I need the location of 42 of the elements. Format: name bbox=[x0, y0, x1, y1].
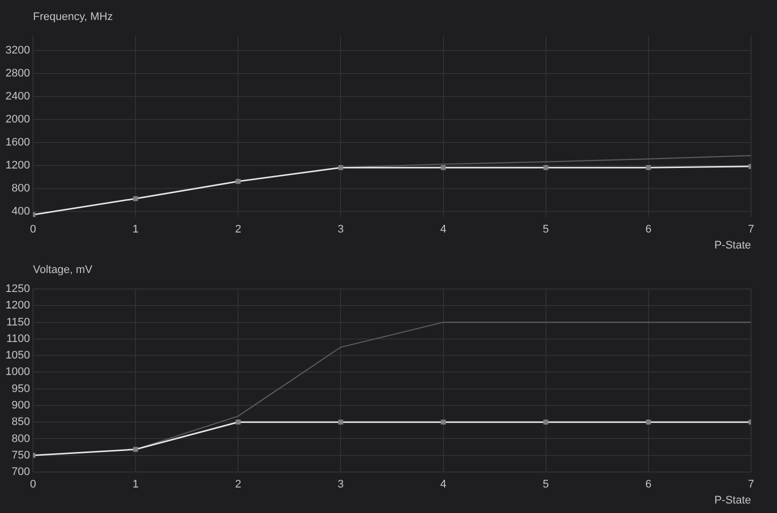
x-tick-label: 6 bbox=[645, 224, 652, 236]
y-tick-label: 2000 bbox=[6, 113, 30, 126]
y-tick-label: 2800 bbox=[6, 67, 30, 80]
x-tick-label: 4 bbox=[440, 224, 446, 236]
x-tick-label: 3 bbox=[338, 224, 344, 236]
x-tick-label: 0 bbox=[30, 224, 36, 236]
y-tick-label: 1100 bbox=[6, 332, 30, 345]
x-tick-label: 2 bbox=[235, 478, 242, 491]
y-axis-title: Frequency, MHz bbox=[33, 11, 113, 24]
x-tick-label: 0 bbox=[30, 478, 36, 491]
y-tick-label: 800 bbox=[12, 182, 30, 194]
point bbox=[338, 165, 344, 170]
x-tick-label: 4 bbox=[440, 478, 446, 491]
y-tick-label: 1000 bbox=[6, 366, 30, 378]
y-tick-label: 400 bbox=[12, 205, 30, 218]
y-tick-label: 1200 bbox=[6, 300, 30, 312]
x-tick-label: 3 bbox=[338, 478, 344, 491]
y-tick-label: 1250 bbox=[6, 283, 30, 296]
y-tick-label: 700 bbox=[12, 466, 30, 478]
x-axis-title: P-State bbox=[714, 239, 751, 252]
y-tick-label: 2400 bbox=[6, 90, 30, 102]
x-tick-label: 7 bbox=[748, 478, 754, 491]
x-tick-label: 6 bbox=[645, 478, 652, 491]
y-tick-label: 900 bbox=[12, 399, 30, 412]
y-axis-title: Voltage, mV bbox=[33, 264, 93, 276]
y-tick-label: 1200 bbox=[6, 159, 30, 172]
x-tick-label: 7 bbox=[748, 224, 754, 236]
y-tick-label: 1150 bbox=[6, 316, 30, 328]
y-tick-label: 950 bbox=[12, 382, 30, 395]
y-tick-label: 800 bbox=[12, 432, 30, 445]
y-tick-label: 1600 bbox=[6, 136, 30, 148]
y-tick-label: 850 bbox=[12, 416, 30, 428]
x-tick-label: 1 bbox=[132, 224, 139, 236]
x-tick-label: 2 bbox=[235, 224, 242, 236]
x-axis-title: P-State bbox=[714, 494, 751, 506]
y-tick-label: 3200 bbox=[6, 44, 30, 56]
y-tick-label: 750 bbox=[12, 449, 30, 462]
y-tick-label: 1050 bbox=[6, 350, 30, 362]
point bbox=[133, 446, 138, 452]
x-tick-label: 1 bbox=[132, 478, 139, 491]
x-tick-label: 5 bbox=[542, 478, 549, 491]
x-tick-label: 5 bbox=[542, 224, 549, 236]
